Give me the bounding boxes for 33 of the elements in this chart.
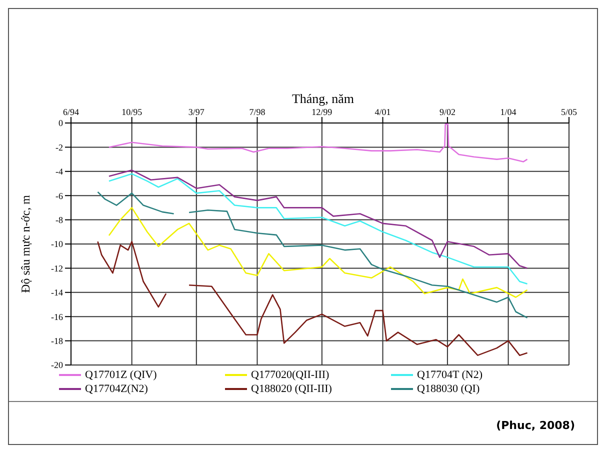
y-tick-label: -8 xyxy=(56,214,64,225)
legend-label: Q17704T (N2) xyxy=(417,369,482,381)
x-tick-label: 3/97 xyxy=(188,107,205,117)
legend-label: Q177020(QII-III) xyxy=(251,369,330,381)
line-series xyxy=(108,124,528,162)
x-tick-label: 5/05 xyxy=(560,107,578,117)
x-tick-label: 6/94 xyxy=(62,107,80,117)
y-tick-label: -20 xyxy=(51,360,64,370)
x-tick-label: 12/99 xyxy=(312,107,333,117)
y-tick-label: -18 xyxy=(51,336,64,346)
y-tick-label: -10 xyxy=(51,239,64,250)
legend-label: Q17701Z (QIV) xyxy=(85,369,157,381)
y-tick-label: -12 xyxy=(51,263,63,274)
line-series xyxy=(108,173,528,285)
x-tick-label: 1/04 xyxy=(500,107,517,117)
x-tick-label: 7/98 xyxy=(249,107,266,117)
legend-label: Q188030 (QI) xyxy=(417,383,480,395)
y-axis-title: Độ sâu mực n-ớc, m xyxy=(18,194,32,293)
y-tick-label: -6 xyxy=(56,190,64,201)
legend-label: Q17704Z(N2) xyxy=(85,383,148,395)
y-tick-label: -14 xyxy=(51,288,64,298)
legend-label: Q188020 (QII-III) xyxy=(251,383,332,395)
line-series xyxy=(108,170,528,269)
y-tick-label: -4 xyxy=(56,166,64,177)
text: (Phuc, 2008) xyxy=(496,419,575,432)
y-tick-label: -2 xyxy=(56,142,63,152)
y-tick-label: -16 xyxy=(51,312,64,322)
x-tick-label: 9/02 xyxy=(439,107,456,117)
x-tick-label: 4/01 xyxy=(374,107,391,117)
x-axis-title: Tháng, năm xyxy=(290,91,356,107)
y-tick-label: 0 xyxy=(58,118,64,128)
x-tick-label: 10/95 xyxy=(122,107,143,117)
line-series xyxy=(108,207,528,298)
